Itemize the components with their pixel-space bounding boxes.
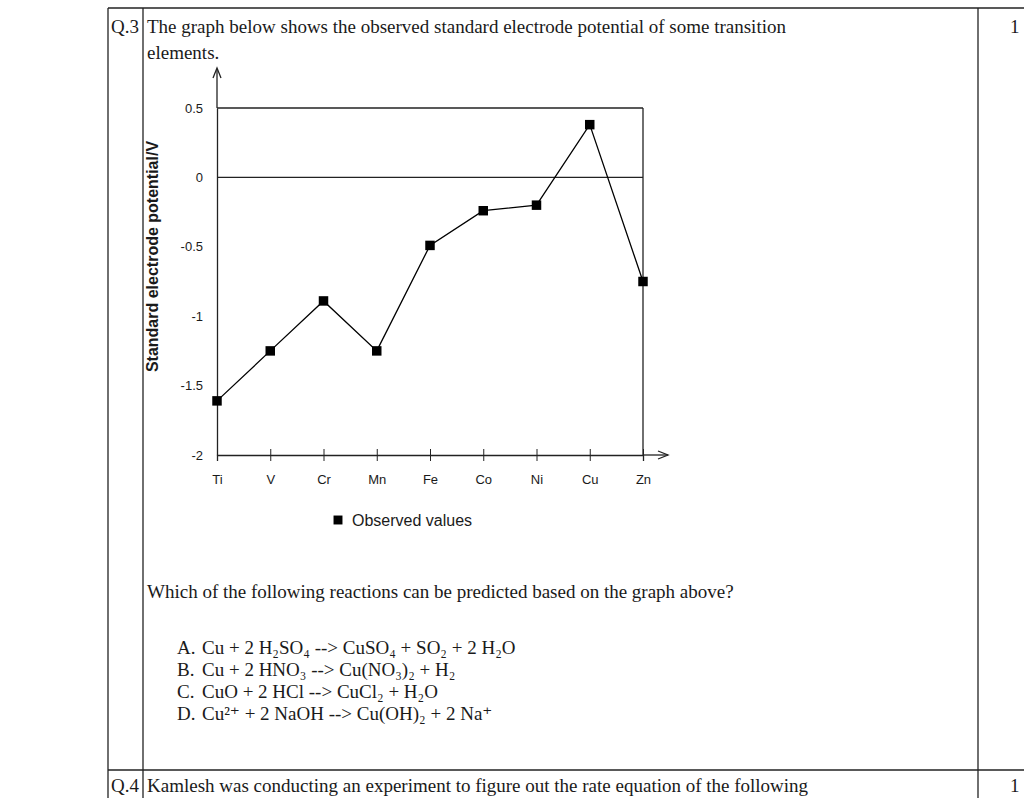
question-marks: 1 (1010, 16, 1020, 37)
x-tick-label: Cu (582, 472, 599, 487)
x-tick: Cr (317, 449, 331, 487)
x-tick-label: Mn (368, 472, 386, 487)
x-tick-label: Zn (636, 472, 651, 487)
y-tick-label: 0 (196, 170, 203, 185)
option-text: Cu²⁺ + 2 NaOH --> Cu(OH)₂ + 2 Na⁺ (202, 703, 492, 725)
y-tick-label: -1.5 (181, 378, 203, 393)
x-axis: Ti V Cr Mn Fe Co Ni Cu Zn (212, 449, 651, 487)
x-tick: Mn (368, 449, 386, 487)
option-letter: A. (177, 637, 195, 658)
y-tick: -2 (191, 448, 217, 463)
x-tick-label: Co (475, 472, 492, 487)
question-text: Kamlesh was conducting an experiment to … (147, 775, 809, 796)
series-line (217, 125, 643, 401)
axis-extension (216, 70, 217, 108)
y-tick: -0.5 (181, 239, 217, 254)
x-tick: Fe (423, 449, 438, 487)
x-tick-mark (430, 449, 431, 461)
option-letter: C. (177, 681, 194, 702)
x-tick-label: Cr (317, 472, 331, 487)
question-prompt: Which of the following reactions can be … (147, 581, 734, 602)
x-tick: Zn (636, 449, 651, 487)
y-tick: 0 (196, 170, 217, 185)
page: Q.3 The graph below shows the observed st… (0, 0, 1024, 798)
data-point (479, 206, 488, 215)
x-tick-mark (483, 449, 484, 461)
option-text: Cu + 2 HNO₃ --> Cu(NO₃)₂ + H₂ (202, 659, 455, 681)
data-point (319, 296, 328, 305)
x-tick-mark (643, 449, 644, 461)
y-axis: -2 -1.5 -1 -0.5 0 0.5 (181, 101, 218, 463)
table-rule (107, 8, 108, 798)
question-text: elements. (147, 42, 219, 63)
y-tick: -1.5 (181, 378, 217, 393)
y-tick: -1 (191, 309, 217, 324)
y-tick-label: 0.5 (185, 101, 203, 116)
x-tick-mark (537, 449, 538, 461)
data-point (585, 120, 594, 129)
data-point (372, 346, 381, 355)
question-text: The graph below shows the observed stand… (147, 16, 786, 37)
x-tick-mark (217, 449, 218, 461)
x-tick-label: V (266, 472, 275, 487)
question-number: Q.3 (111, 16, 139, 37)
x-tick-label: Ti (212, 472, 222, 487)
legend: Observed values (334, 512, 473, 529)
question-number: Q.4 (111, 775, 139, 796)
legend-label: Observed values (352, 512, 472, 529)
data-point (266, 346, 275, 355)
y-tick: 0.5 (185, 101, 217, 116)
x-tick-mark (324, 449, 325, 461)
option-text: CuO + 2 HCl --> CuCl₂ + H₂O (202, 681, 438, 702)
table-rule (142, 8, 143, 798)
legend-symbol (334, 516, 343, 525)
axis-extension (643, 454, 668, 455)
x-tick: Cu (582, 449, 599, 487)
data-point (638, 277, 647, 286)
y-tick-label: -0.5 (181, 239, 203, 254)
x-tick: Co (475, 449, 492, 487)
x-tick: Ti (212, 449, 222, 487)
option-letter: B. (177, 659, 194, 680)
option-letter: D. (177, 703, 195, 724)
x-tick-label: Ni (531, 472, 543, 487)
y-tick-label: -2 (191, 448, 203, 463)
chart: -2 -1.5 -1 -0.5 0 0.5 Ti V Cr Mn Fe Co Ni Cu Zn Standar… (144, 68, 668, 529)
plot-frame (217, 107, 643, 108)
x-tick-mark (590, 449, 591, 461)
table-rule (108, 769, 1024, 770)
table-rule (977, 8, 978, 798)
x-tick-mark (270, 449, 271, 461)
data-point (425, 241, 434, 250)
x-tick: V (266, 449, 275, 487)
plot-marks (212, 120, 647, 406)
y-tick-label: -1 (191, 309, 203, 324)
x-tick-label: Fe (423, 472, 438, 487)
reference-line (217, 177, 643, 178)
y-axis-title: Standard electrode potential/V (144, 141, 161, 372)
table-rule (108, 7, 1024, 8)
axis-arrow (658, 451, 668, 459)
axis-arrow (213, 68, 221, 78)
x-tick: Ni (531, 449, 543, 487)
data-point (532, 200, 541, 209)
question-marks: 1 (1010, 775, 1020, 796)
option-text: Cu + 2 H₂SO₄ --> CuSO₄ + SO₂ + 2 H₂O (202, 637, 516, 658)
x-tick-mark (377, 449, 378, 461)
table-frame (108, 8, 1024, 798)
data-point (212, 396, 221, 405)
